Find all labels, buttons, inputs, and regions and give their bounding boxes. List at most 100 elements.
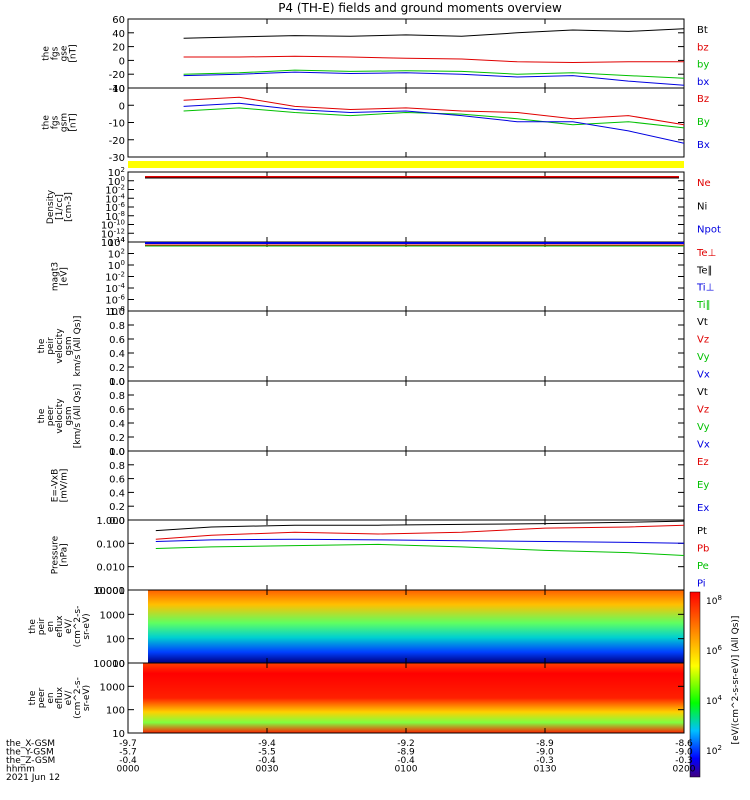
y-tick-label: 0.0: [109, 447, 125, 458]
panel-frame-temperature: [127, 241, 685, 312]
ephemeris-value: -8.6: [675, 739, 693, 749]
legend-vt: Vt: [697, 387, 708, 398]
y-tick-label: 100: [106, 706, 125, 717]
y-tick-label: 0.4: [109, 419, 125, 430]
tick-exponent: 0: [121, 175, 125, 183]
y-axis-label-peer_eflux: en: [46, 692, 56, 703]
tick-exponent: 4: [717, 694, 722, 702]
ephemeris-value: -5.5: [258, 748, 276, 758]
tick-exponent: 2: [717, 744, 721, 752]
legend-ti∥: Ti∥: [696, 300, 711, 311]
legend-te∥: Te∥: [696, 265, 713, 276]
legend-vz: Vz: [697, 405, 709, 416]
panel-frame-peer_velocity: [127, 380, 685, 452]
ephemeris-value: 0100: [395, 765, 418, 775]
series-line-bx: [183, 71, 685, 86]
tick-exponent: 0: [121, 259, 125, 267]
y-tick-label: 0.6: [109, 335, 125, 346]
y-tick-label: 0.0: [109, 377, 125, 388]
tick-exponent: -6: [118, 201, 126, 209]
tick-exponent: 6: [717, 644, 722, 652]
ephemeris-label: the_Z-GSM: [6, 756, 55, 766]
y-axis-label-temperature: [eV]: [60, 267, 70, 286]
y-axis-label-peer_eflux: (cm^2-s-: [73, 677, 83, 719]
figure-title: P4 (TH-E) fields and ground moments over…: [278, 1, 562, 15]
legend-pt: Pt: [697, 526, 707, 537]
y-axis-label-peir_eflux: eflux: [55, 615, 65, 638]
legend-vx: Vx: [697, 440, 710, 451]
legend-bz: bz: [697, 42, 709, 53]
tick-exponent: 2: [121, 166, 125, 174]
y-axis-label-pressure: Pressure: [51, 535, 61, 574]
colorbar-tick-label: 102: [706, 744, 722, 757]
ephemeris-value: -0.3: [536, 756, 554, 766]
tick-exponent: -4: [118, 192, 126, 200]
tick-exponent: -8: [118, 305, 125, 313]
ephemeris-value: -9.7: [119, 739, 137, 749]
ephemeris-label: 2021 Jun 12: [6, 773, 60, 783]
y-axis-label-fgs_gsm: gsm: [60, 113, 70, 132]
y-tick-label: -30: [109, 153, 125, 164]
y-tick-label: 1000: [100, 682, 125, 693]
y-axis-label-fgs_gse: gse: [60, 45, 70, 61]
y-tick-label: -20: [109, 70, 125, 81]
ephemeris-value: -9.2: [397, 739, 415, 749]
tick-exponent: 4: [121, 236, 126, 244]
series-line-pt: [155, 520, 685, 532]
y-axis-label-peir_velocity: gsm: [64, 336, 74, 355]
panel-frame-efield: [127, 450, 685, 521]
legend-pb: Pb: [697, 544, 709, 555]
y-axis-label-peir_eflux: peir: [37, 617, 47, 635]
legend-by: By: [697, 117, 710, 128]
ephemeris-label: the_Y-GSM: [6, 748, 54, 758]
panel-frame-peir_velocity: [127, 310, 685, 382]
y-axis-label-peer_eflux: peer: [37, 687, 47, 708]
y-axis-label-peir_eflux: eV/: [64, 618, 74, 634]
y-axis-label-peer_velocity: peer: [46, 405, 56, 426]
legend-vt: Vt: [697, 317, 708, 328]
y-tick-label: 60: [112, 15, 125, 26]
legend-vy: Vy: [697, 352, 710, 363]
ephemeris-value: -9.4: [258, 739, 276, 749]
y-axis-label-fgs_gsm: fgs: [51, 115, 61, 129]
y-axis-label-peer_eflux: eV/: [64, 690, 74, 706]
legend-bz: Bz: [697, 94, 709, 105]
legend-vx: Vx: [697, 370, 710, 381]
y-tick-label: 0.010: [96, 563, 125, 574]
ephemeris-label: hhmm: [6, 765, 35, 775]
panel-frame-density: [127, 171, 685, 243]
panel-frame-pressure: [127, 519, 685, 591]
legend-ni: Ni: [697, 201, 707, 212]
legend-by: by: [697, 60, 709, 71]
y-tick-label: 100: [106, 635, 125, 646]
y-tick-label: 0: [119, 56, 125, 67]
ephemeris-label: the_X-GSM: [6, 739, 55, 749]
y-tick-label: 10: [112, 659, 125, 670]
series-line-pi: [155, 538, 685, 544]
legend-npot: Npot: [697, 225, 721, 236]
y-tick-label: 10000: [93, 659, 125, 670]
legend-vy: Vy: [697, 422, 710, 433]
legend-ti⊥: Ti⊥: [696, 283, 714, 294]
ephemeris-value: -0.4: [397, 756, 415, 766]
colorbar-tick-label: 106: [706, 644, 722, 657]
series-line-pb: [155, 524, 685, 540]
legend-vz: Vz: [697, 335, 709, 346]
y-tick-label: 0.2: [109, 433, 125, 444]
y-tick-label: 0.4: [109, 488, 125, 499]
series-line-by: [183, 107, 685, 129]
y-axis-label-peir_velocity: km/s (All Qs)]: [73, 316, 83, 377]
y-axis-label-peir_eflux: (cm^2-s-: [73, 606, 83, 648]
y-tick-label: 0.2: [109, 363, 125, 374]
series-line-bz: [183, 55, 684, 64]
legend-pi: Pi: [697, 579, 706, 590]
y-tick-label: 0.8: [109, 321, 125, 332]
y-tick-label: 0.2: [109, 502, 125, 513]
y-tick-label: 20: [112, 43, 125, 54]
ephemeris-value: -8.9: [536, 739, 554, 749]
y-tick-label: 0.8: [109, 391, 125, 402]
y-axis-label-peir_eflux: the: [28, 619, 38, 634]
tick-exponent: -10: [114, 219, 125, 227]
